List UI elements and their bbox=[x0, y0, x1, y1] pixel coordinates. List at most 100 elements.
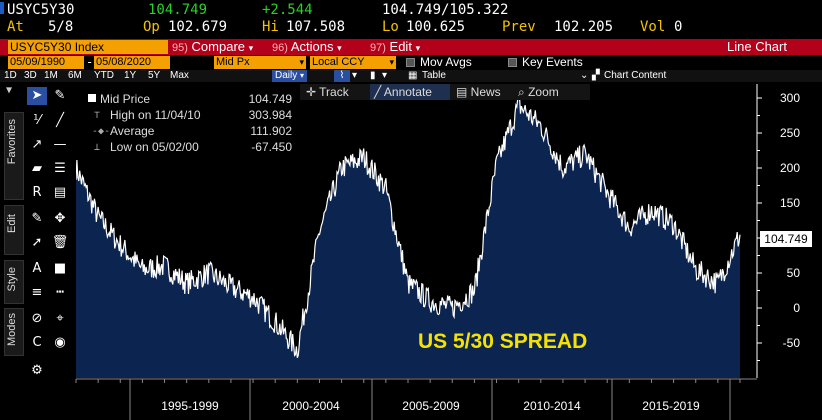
table-button[interactable]: Table bbox=[422, 70, 446, 81]
compare-menu[interactable]: 95) Compare ▾ bbox=[172, 39, 253, 55]
pointer-icon[interactable]: ➤ bbox=[27, 87, 47, 105]
chart-annotation-text: US 5/30 SPREAD bbox=[418, 330, 588, 353]
x-tick-label: 2010-2014 bbox=[523, 399, 581, 413]
ticker-symbol: USYC5Y30 bbox=[7, 2, 75, 18]
annotate-label: Annotate bbox=[383, 85, 432, 99]
series-line bbox=[76, 94, 741, 359]
average-marker-icon: -◆- bbox=[92, 126, 111, 137]
chevron-down-icon[interactable]: ▾ bbox=[352, 70, 358, 81]
edit-number: 97) bbox=[370, 42, 386, 54]
line-style-icon[interactable]: ┅ bbox=[56, 285, 64, 300]
chevron-down-icon: ▾ bbox=[337, 43, 342, 53]
security-field[interactable]: USYC5Y30 Index bbox=[8, 40, 168, 54]
key-events-label: Key Events bbox=[522, 55, 583, 69]
x-tick-label: 2000-2004 bbox=[282, 399, 340, 413]
chevron-down-icon[interactable]: ▾ bbox=[382, 70, 388, 81]
period-6m[interactable]: 6M bbox=[68, 70, 82, 81]
price-field-select[interactable]: Mid Px ▾ bbox=[214, 56, 306, 69]
trash-icon[interactable]: 🗑 bbox=[51, 235, 69, 250]
y-tick-label: 200 bbox=[780, 161, 800, 175]
prev-label: Prev bbox=[502, 19, 536, 35]
bar-chart-icon[interactable]: ▮ bbox=[370, 70, 376, 81]
period-bar bbox=[0, 70, 822, 82]
channel-icon[interactable]: ▰ bbox=[32, 161, 42, 176]
y-tick-label: 0 bbox=[793, 301, 800, 315]
annotate-button[interactable]: ╱ Annotate bbox=[370, 84, 450, 100]
ray-icon[interactable]: ↗ bbox=[31, 137, 43, 152]
fill-color-icon[interactable]: ■ bbox=[53, 261, 67, 276]
actions-menu[interactable]: 96) Actions ▾ bbox=[272, 39, 342, 55]
high-value: 107.508 bbox=[286, 19, 346, 35]
snap-icon[interactable]: ⌖ bbox=[56, 311, 64, 326]
table-icon[interactable]: ▦ bbox=[408, 70, 418, 81]
legend-low-value: -67.450 bbox=[251, 140, 292, 154]
currency-select[interactable]: Local CCY ▾ bbox=[310, 56, 396, 69]
chevron-down-icon: ▾ bbox=[299, 57, 304, 67]
open-value: 102.679 bbox=[168, 19, 228, 35]
news-button[interactable]: ▤ News bbox=[456, 84, 512, 100]
actions-number: 96) bbox=[272, 42, 288, 54]
tab-modes[interactable]: Modes bbox=[4, 308, 24, 356]
news-icon: ▤ bbox=[456, 85, 471, 99]
font-icon[interactable]: A bbox=[32, 261, 42, 276]
currency-label: Local CCY bbox=[312, 56, 365, 68]
pen-icon[interactable]: ✎ bbox=[54, 88, 66, 103]
at-label: At bbox=[7, 19, 24, 35]
horizontal-line-icon[interactable]: — bbox=[53, 137, 67, 152]
shape-icon[interactable]: ▤ bbox=[53, 185, 67, 200]
chevron-down-icon: ▾ bbox=[300, 71, 305, 80]
key-events-checkbox[interactable] bbox=[508, 58, 517, 67]
chevron-down-icon[interactable]: ⌄ bbox=[580, 70, 589, 81]
period-1d[interactable]: 1D bbox=[4, 70, 17, 81]
period-1y[interactable]: 1Y bbox=[124, 70, 137, 81]
magnet-off-icon[interactable]: ⊘ bbox=[31, 311, 43, 326]
percent-line-icon[interactable]: ⅟ bbox=[33, 113, 41, 128]
track-button[interactable]: ✛ Track bbox=[306, 84, 366, 100]
volume-value: 0 bbox=[674, 19, 683, 35]
frequency-select[interactable]: Daily ▾ bbox=[272, 70, 308, 82]
color-palette-icon[interactable]: ◉ bbox=[54, 335, 66, 350]
view-name: Line Chart bbox=[727, 39, 787, 54]
edit-pencil-icon[interactable]: ✎ bbox=[31, 211, 43, 226]
zoom-button[interactable]: ⌕ Zoom bbox=[518, 84, 578, 100]
select-icon[interactable]: ➚ bbox=[31, 235, 43, 250]
period-ytd[interactable]: YTD bbox=[94, 70, 114, 81]
gear-icon[interactable]: ⚙ bbox=[31, 363, 43, 378]
cursor-mode-icon[interactable]: C bbox=[32, 335, 42, 350]
line-chart-icon[interactable]: ⌇ bbox=[334, 70, 350, 82]
text-tool-icon[interactable]: R bbox=[32, 185, 42, 200]
legend-average-label: Average bbox=[110, 124, 155, 138]
legend-average-row: Average 111.902 bbox=[110, 124, 300, 138]
period-max[interactable]: Max bbox=[170, 70, 189, 81]
line-width-icon[interactable]: ≡ bbox=[31, 285, 43, 300]
legend-series-row: Mid Price 104.749 bbox=[100, 92, 300, 106]
period-1m[interactable]: 1M bbox=[44, 70, 58, 81]
low-value: 100.625 bbox=[406, 19, 466, 35]
net-change: +2.544 bbox=[262, 2, 313, 18]
low-marker-icon: ⊥ bbox=[94, 142, 101, 153]
edit-menu[interactable]: 97) Edit ▾ bbox=[370, 39, 420, 55]
fibonacci-icon[interactable]: ☰ bbox=[54, 161, 66, 176]
news-label: News bbox=[470, 85, 501, 99]
period-3d[interactable]: 3D bbox=[24, 70, 37, 81]
move-icon[interactable]: ✥ bbox=[54, 211, 66, 226]
date-separator: - bbox=[86, 55, 94, 69]
start-date-field[interactable]: 05/09/1990 bbox=[8, 56, 84, 69]
tab-style[interactable]: Style bbox=[4, 260, 24, 304]
period-5y[interactable]: 5Y bbox=[148, 70, 161, 81]
last-value-tag: 104.749 bbox=[760, 231, 812, 247]
ticker-marker bbox=[0, 2, 4, 14]
chart-content-button[interactable]: Chart Content bbox=[604, 70, 667, 81]
chart-content-icon[interactable]: ▞ bbox=[592, 70, 600, 81]
legend-high-row: High on 11/04/10 303.984 bbox=[110, 108, 300, 122]
tab-favorites[interactable]: Favorites bbox=[4, 112, 24, 200]
collapse-arrow-icon[interactable]: ▼ bbox=[6, 85, 13, 96]
chevron-down-icon: ▾ bbox=[248, 43, 254, 53]
x-tick-label: 1995-1999 bbox=[161, 399, 219, 413]
low-label: Lo bbox=[382, 19, 399, 35]
trend-line-icon[interactable]: ╱ bbox=[56, 113, 64, 128]
end-date-field[interactable]: 05/08/2020 bbox=[94, 56, 170, 69]
tab-edit[interactable]: Edit bbox=[4, 205, 24, 255]
mov-avgs-checkbox[interactable] bbox=[406, 58, 415, 67]
